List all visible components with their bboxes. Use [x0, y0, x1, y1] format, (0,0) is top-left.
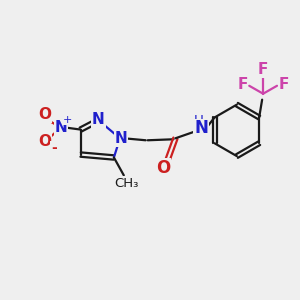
Text: -: - — [51, 141, 57, 155]
Text: +: + — [63, 115, 72, 125]
Text: N: N — [194, 119, 208, 137]
Text: N: N — [54, 120, 67, 135]
Text: O: O — [38, 134, 52, 149]
Text: F: F — [279, 77, 289, 92]
Text: F: F — [258, 62, 268, 77]
Text: N: N — [92, 112, 105, 127]
Text: H: H — [193, 114, 203, 127]
Text: CH₃: CH₃ — [115, 177, 139, 190]
Text: N: N — [115, 131, 127, 146]
Text: F: F — [237, 77, 247, 92]
Text: O: O — [156, 159, 171, 177]
Text: O: O — [38, 107, 52, 122]
